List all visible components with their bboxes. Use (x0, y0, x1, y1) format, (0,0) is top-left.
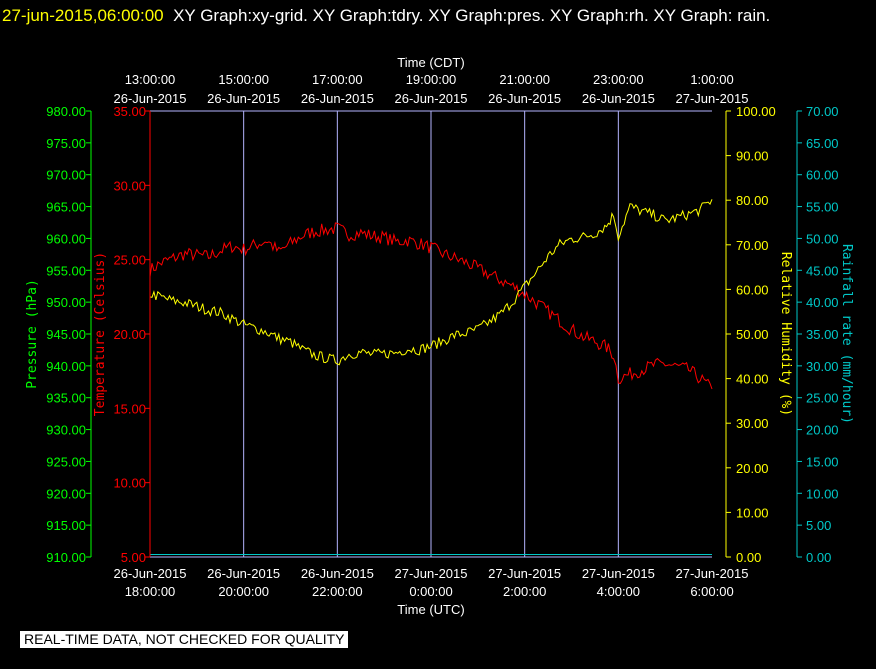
pressure-tick-label: 940.00 (46, 359, 86, 374)
humidity-tick-label: 30.00 (736, 416, 769, 431)
bottom-tick-date: 26-Jun-2015 (114, 566, 187, 581)
rainfall-tick-label: 30.00 (806, 359, 839, 374)
rainfall-tick-label: 65.00 (806, 136, 839, 151)
rainfall-tick-label: 60.00 (806, 168, 839, 183)
humidity-tick-label: 60.00 (736, 282, 769, 297)
temperature-tick-label: 5.00 (121, 550, 146, 565)
top-tick-time: 1:00:00 (690, 72, 733, 87)
rainfall-tick-label: 25.00 (806, 391, 839, 406)
pressure-tick-label: 975.00 (46, 136, 86, 151)
temperature-tick-label: 25.00 (113, 253, 146, 268)
bottom-tick-date: 27-Jun-2015 (676, 566, 749, 581)
rainfall-tick-label: 0.00 (806, 550, 831, 565)
rainfall-tick-label: 70.00 (806, 104, 839, 119)
bottom-tick-time: 2:00:00 (503, 584, 546, 599)
grid (243, 111, 619, 557)
bottom-tick-date: 27-Jun-2015 (582, 566, 655, 581)
rainfall-tick-label: 15.00 (806, 454, 839, 469)
humidity-tick-label: 90.00 (736, 149, 769, 164)
pressure-tick-label: 945.00 (46, 327, 86, 342)
temperature-tick-label: 10.00 (113, 476, 146, 491)
top-tick-date: 27-Jun-2015 (676, 91, 749, 106)
humidity-tick-label: 80.00 (736, 193, 769, 208)
humidity-series-line (149, 199, 713, 366)
top-tick-date: 26-Jun-2015 (582, 91, 655, 106)
bottom-axis-title: Time (UTC) (397, 602, 464, 617)
rainfall-tick-label: 35.00 (806, 327, 839, 342)
humidity-tick-label: 0.00 (736, 550, 761, 565)
rainfall-tick-label: 10.00 (806, 486, 839, 501)
bottom-tick-date: 27-Jun-2015 (488, 566, 561, 581)
humidity-axis-title: Relative Humidity (%) (778, 252, 793, 416)
bottom-tick-time: 20:00:00 (218, 584, 269, 599)
plot-frame (150, 110, 712, 558)
humidity-tick-label: 20.00 (736, 461, 769, 476)
bottom-tick-time: 6:00:00 (690, 584, 733, 599)
quality-disclaimer: REAL-TIME DATA, NOT CHECKED FOR QUALITY (20, 631, 349, 648)
header-timestamp: 27-jun-2015,06:00:00 (2, 6, 164, 25)
top-tick-time: 17:00:00 (312, 72, 363, 87)
humidity-tick-label: 70.00 (736, 238, 769, 253)
rainfall-tick-label: 20.00 (806, 423, 839, 438)
rainfall-tick-label: 40.00 (806, 295, 839, 310)
rainfall-tick-label: 5.00 (806, 518, 831, 533)
top-tick-date: 26-Jun-2015 (301, 91, 374, 106)
top-tick-time: 19:00:00 (406, 72, 457, 87)
top-tick-date: 26-Jun-2015 (114, 91, 187, 106)
pressure-tick-label: 970.00 (46, 168, 86, 183)
rainfall-tick-label: 45.00 (806, 263, 839, 278)
top-tick-time: 23:00:00 (593, 72, 644, 87)
pressure-tick-label: 960.00 (46, 231, 86, 246)
top-tick-date: 26-Jun-2015 (207, 91, 280, 106)
temperature-tick-label: 15.00 (113, 401, 146, 416)
bottom-tick-date: 26-Jun-2015 (301, 566, 374, 581)
pressure-tick-label: 980.00 (46, 104, 86, 119)
temperature-tick-label: 35.00 (113, 104, 146, 119)
header-graph-list: XY Graph:xy-grid. XY Graph:tdry. XY Grap… (173, 6, 771, 25)
humidity-tick-label: 40.00 (736, 372, 769, 387)
bottom-tick-time: 0:00:00 (409, 584, 452, 599)
header-title-line: 27-jun-2015,06:00:00 XY Graph:xy-grid. X… (2, 2, 872, 29)
humidity-tick-label: 50.00 (736, 327, 769, 342)
top-tick-time: 15:00:00 (218, 72, 269, 87)
bottom-tick-time: 22:00:00 (312, 584, 363, 599)
pressure-tick-label: 930.00 (46, 423, 86, 438)
pressure-tick-label: 920.00 (46, 486, 86, 501)
axes: 910.00 915.00 920.00 925.00 930.00 935.00 940.… (25, 55, 854, 617)
bottom-tick-time: 18:00:00 (125, 584, 176, 599)
pressure-tick-label: 935.00 (46, 391, 86, 406)
top-tick-time: 21:00:00 (499, 72, 550, 87)
pressure-tick-label: 965.00 (46, 200, 86, 215)
temperature-series-line (149, 222, 713, 390)
bottom-tick-date: 26-Jun-2015 (207, 566, 280, 581)
rainfall-tick-label: 55.00 (806, 200, 839, 215)
temperature-tick-label: 30.00 (113, 178, 146, 193)
humidity-tick-label: 100.00 (736, 104, 776, 119)
top-axis-title: Time (CDT) (397, 55, 464, 70)
rainfall-tick-label: 50.00 (806, 231, 839, 246)
humidity-tick-label: 10.00 (736, 505, 769, 520)
bottom-tick-date: 27-Jun-2015 (395, 566, 468, 581)
top-tick-date: 26-Jun-2015 (395, 91, 468, 106)
pressure-tick-label: 910.00 (46, 550, 86, 565)
top-tick-date: 26-Jun-2015 (488, 91, 561, 106)
pressure-tick-label: 925.00 (46, 454, 86, 469)
top-tick-time: 13:00:00 (125, 72, 176, 87)
pressure-tick-label: 950.00 (46, 295, 86, 310)
pressure-axis-title: Pressure (hPa) (25, 279, 40, 389)
temperature-axis-title: Temperature (Celsius) (93, 252, 108, 416)
rainfall-axis-title: Rainfall rate (mm/hour) (839, 244, 854, 424)
series-layer (149, 199, 713, 555)
pressure-tick-label: 915.00 (46, 518, 86, 533)
bottom-tick-time: 4:00:00 (597, 584, 640, 599)
pressure-tick-label: 955.00 (46, 263, 86, 278)
temperature-tick-label: 20.00 (113, 327, 146, 342)
